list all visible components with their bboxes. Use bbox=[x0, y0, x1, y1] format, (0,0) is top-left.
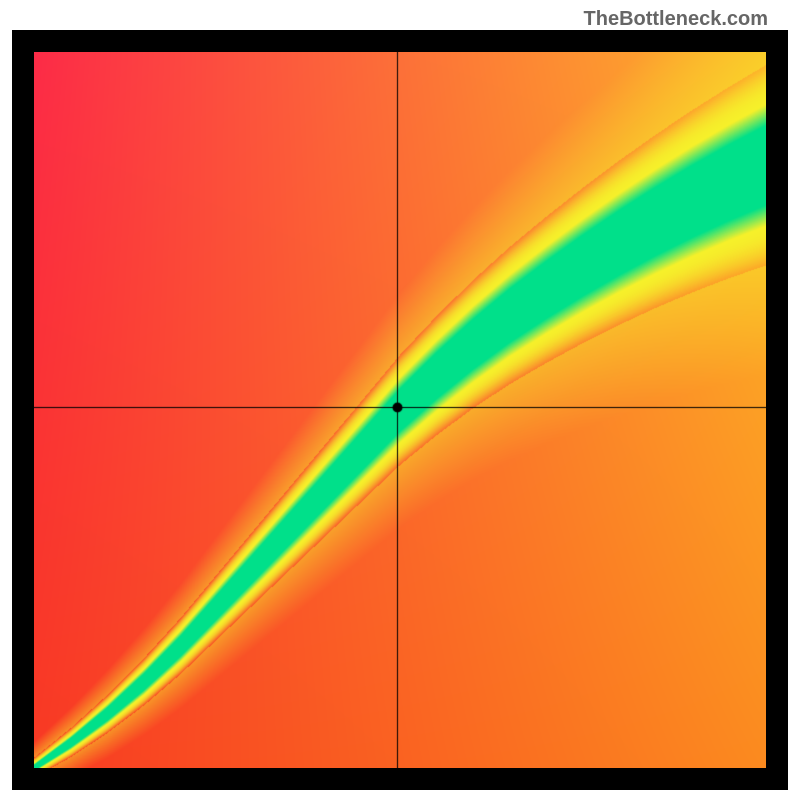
heatmap-canvas bbox=[34, 52, 766, 768]
watermark-text: TheBottleneck.com bbox=[584, 8, 768, 31]
chart-container: { "watermark": { "text": "TheBottleneck.… bbox=[0, 0, 800, 800]
heatmap-area bbox=[34, 52, 766, 768]
